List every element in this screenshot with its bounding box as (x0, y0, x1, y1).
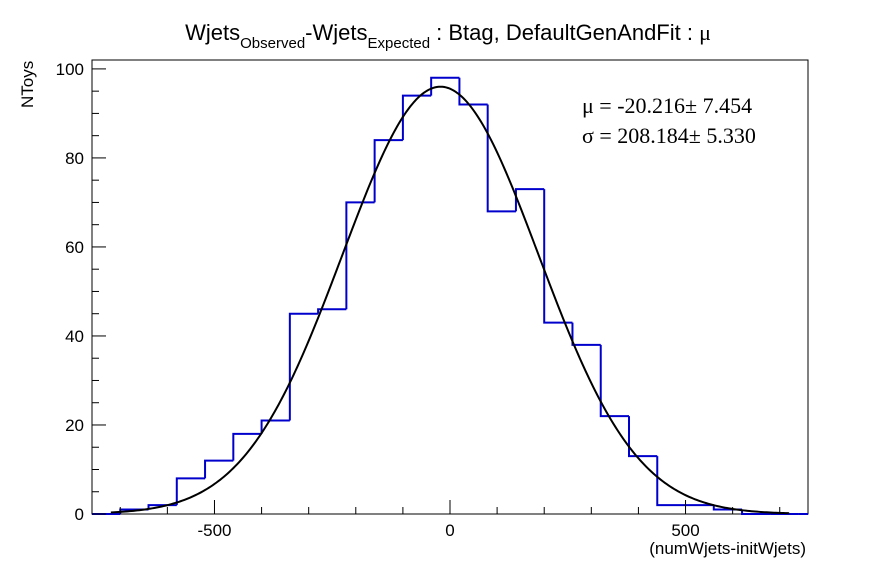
histogram-bin (317, 308, 347, 314)
stats-mu: μ = -20.216± 7.454 (582, 93, 752, 118)
histogram-bin (204, 459, 234, 479)
histogram-bin (232, 432, 262, 461)
y-tick-label: 20 (65, 416, 84, 435)
title-mu-symbol: μ (699, 20, 711, 45)
title-part-btag: : Btag, DefaultGenAndFit : (430, 20, 699, 45)
histogram-bin (571, 322, 601, 346)
y-tick-label: 80 (65, 149, 84, 168)
title-subscript-observed: Observed (240, 35, 305, 52)
y-axis: 0 20 40 60 80 100 (56, 60, 106, 524)
x-tick-label: 0 (445, 521, 454, 540)
title-subscript-expected: Expected (368, 35, 431, 52)
x-tick-label: -500 (197, 521, 231, 540)
stats-sigma: σ = 208.184± 5.330 (582, 123, 756, 148)
title-part-wjets-observed: Wjets (185, 20, 240, 45)
y-axis-label: NToys (18, 61, 37, 108)
histogram-bin (486, 104, 516, 213)
histogram-bin (599, 344, 629, 418)
y-tick-label: 0 (75, 505, 84, 524)
histogram-bin (175, 477, 206, 506)
x-axis: -500 0 500 (119, 500, 781, 540)
chart-title: WjetsObserved-WjetsExpected : Btag, Defa… (185, 20, 711, 52)
histogram-bin (543, 189, 573, 324)
title-part-wjets-expected: -Wjets (305, 20, 367, 45)
gaussian-fit-curve (110, 85, 790, 515)
x-tick-label: 500 (671, 521, 699, 540)
histogram-bin (345, 201, 375, 310)
histogram-series (92, 76, 808, 515)
histogram-bin (656, 456, 686, 507)
histogram-bin (628, 416, 658, 458)
y-tick-label: 60 (65, 238, 84, 257)
y-tick-label: 40 (65, 327, 84, 346)
x-axis-label: (numWjets-initWjets) (649, 539, 806, 558)
histogram-bin (458, 77, 488, 106)
histogram-bin (373, 139, 403, 203)
histogram-bin (260, 419, 290, 434)
histogram-bin (514, 188, 545, 212)
y-tick-label: 100 (56, 60, 84, 79)
